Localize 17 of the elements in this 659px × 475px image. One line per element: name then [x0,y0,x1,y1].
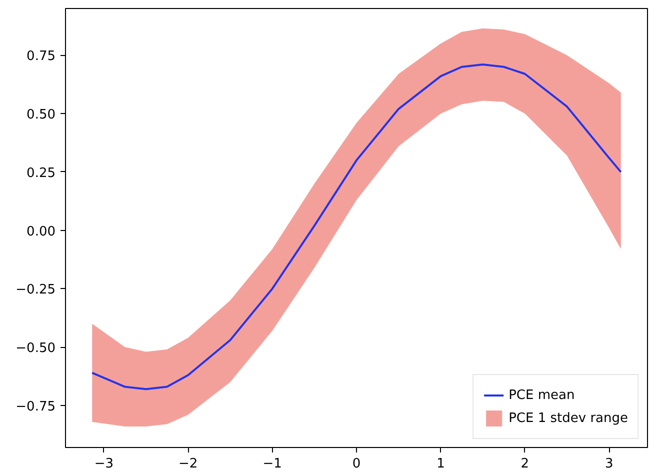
y-tick-label: −0.50 [16,341,56,356]
y-tick-label: 0.25 [26,166,56,181]
x-tick-label: 2 [520,456,530,472]
y-tick-label: 0.00 [26,224,56,240]
x-tick-label: −1 [262,456,282,472]
y-tick-label: −0.75 [16,399,56,414]
y-tick-label: 0.75 [26,49,56,64]
x-tick-label: 0 [352,456,361,472]
legend-label: PCE 1 stdev range [508,410,628,426]
y-tick-label: −0.25 [16,282,56,298]
x-tick-label: 1 [436,456,445,472]
y-tick-label: 0.50 [26,108,56,123]
x-tick-label: −3 [94,456,114,472]
legend-label: PCE mean [508,388,575,402]
x-tick-label: −2 [178,456,198,472]
x-tick-label: 3 [604,456,614,472]
line-series [91,64,622,390]
